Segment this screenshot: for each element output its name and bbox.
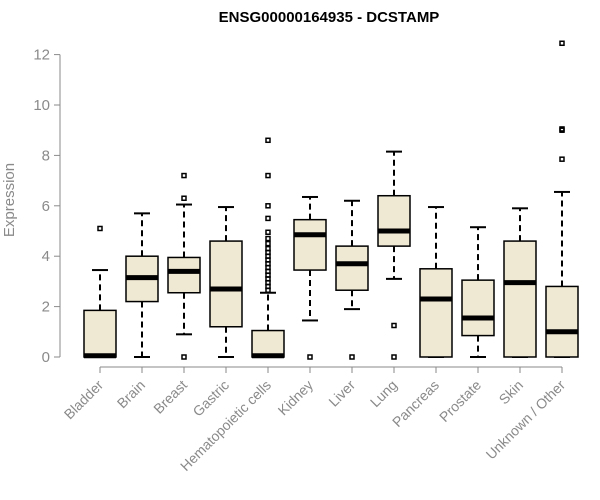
outlier-point	[349, 354, 355, 360]
box-kidney	[293, 195, 327, 360]
outlier-point	[265, 172, 271, 179]
x-tick-label: Unknown / Other	[483, 377, 569, 463]
box-body	[503, 240, 537, 358]
box-pancreas	[419, 206, 453, 358]
y-tick-label: 2	[42, 299, 50, 316]
box-body	[167, 256, 201, 294]
x-tick-label: Kidney	[275, 377, 317, 419]
y-tick-label: 8	[42, 147, 50, 164]
outlier-point	[559, 156, 565, 162]
outlier-point	[265, 235, 271, 242]
outlier-point	[391, 322, 397, 329]
box-hematopoietic-cells	[251, 137, 285, 359]
box-body	[83, 309, 117, 358]
x-tick-label: Bladder	[61, 377, 107, 423]
outlier-point	[559, 126, 565, 132]
box-breast	[167, 172, 201, 360]
box-body	[335, 245, 369, 291]
x-tick-label: Lung	[367, 377, 400, 410]
box-body	[251, 329, 285, 358]
box-body	[377, 194, 411, 247]
x-tick-label: Brain	[114, 377, 148, 411]
x-tick-label: Breast	[150, 377, 190, 417]
box-bladder	[83, 225, 117, 359]
outlier-point	[265, 229, 271, 236]
box-skin	[503, 207, 537, 358]
y-tick-label: 6	[42, 198, 50, 215]
box-body	[293, 218, 327, 271]
box-gastric	[209, 206, 243, 358]
outlier-point	[181, 195, 187, 201]
boxes	[83, 40, 579, 360]
outlier-point	[265, 245, 271, 252]
y-axis: 0 2 4 6 8 10 12	[33, 47, 61, 366]
chart-title: ENSG00000164935 - DCSTAMP	[219, 9, 440, 26]
outlier-point	[181, 172, 187, 179]
x-tick-label: Liver	[325, 377, 358, 410]
box-prostate	[461, 226, 495, 358]
y-tick-label: 0	[42, 349, 50, 366]
outlier-point	[181, 354, 187, 360]
box-lung	[377, 150, 411, 360]
x-tick-label: Pancreas	[389, 377, 442, 430]
y-axis-label: Expression	[1, 163, 18, 237]
outlier-point	[307, 354, 313, 360]
outlier-point	[97, 225, 103, 232]
box-liver	[335, 199, 369, 360]
outlier-point	[265, 203, 271, 209]
outlier-point	[559, 40, 565, 47]
outlier-point	[265, 137, 271, 144]
outlier-point	[265, 215, 271, 222]
y-tick-label: 10	[33, 97, 50, 114]
outlier-point	[265, 240, 271, 247]
box-body	[209, 240, 243, 328]
x-tick-label: Prostate	[436, 377, 484, 425]
box-body	[419, 268, 453, 358]
box-body	[461, 279, 495, 337]
y-tick-label: 12	[33, 47, 50, 64]
x-tick-label: Skin	[496, 377, 527, 408]
box-body	[545, 285, 579, 358]
y-tick-label: 4	[42, 248, 50, 265]
box-unknown-other	[545, 40, 579, 358]
outlier-point	[391, 354, 397, 360]
box-brain	[125, 212, 159, 358]
